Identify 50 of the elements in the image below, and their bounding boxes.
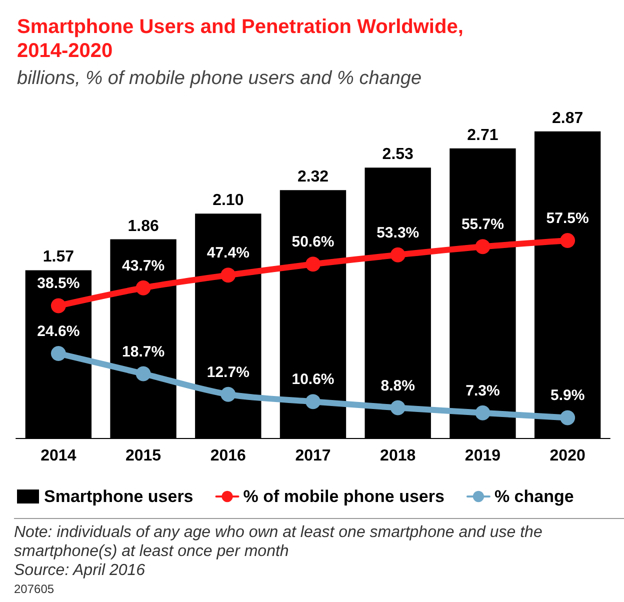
data-label: 50.6%: [292, 234, 334, 251]
point: [220, 268, 236, 283]
data-label: 55.7%: [461, 216, 504, 234]
data-label: 10.6%: [292, 371, 334, 388]
x-tick-label: 2020: [550, 448, 586, 464]
data-label: 8.8%: [380, 377, 415, 394]
data-label: 43.7%: [122, 257, 165, 274]
legend-label: % of mobile phone users: [243, 487, 444, 506]
point: [306, 256, 320, 272]
point: [50, 298, 66, 314]
point: [475, 239, 490, 254]
legend-label: Smartphone users: [44, 487, 194, 506]
point: [136, 280, 151, 296]
data-label: 53.3%: [376, 224, 420, 242]
x-tick-label: 2018: [380, 448, 416, 464]
data-label: 18.7%: [122, 343, 165, 360]
text: Note: individuals of any age who own at least one smartphone and use the smartphone(s) at least once per month: [14, 523, 544, 561]
x-tick-label: 2015: [125, 448, 162, 464]
x-tick-label: 2014: [40, 448, 76, 464]
point: [390, 247, 406, 262]
x-tick-label: 2016: [210, 448, 246, 464]
chart-subtitle: billions, % of mobile phone users and % change: [17, 68, 422, 89]
point: [50, 346, 66, 361]
data-label: 2.10: [212, 192, 244, 210]
legend-label: % change: [494, 487, 574, 506]
data-label: 47.4%: [206, 244, 250, 262]
data-label: 2.71: [467, 126, 498, 144]
data-label: 38.5%: [37, 275, 80, 292]
data-label: 57.5%: [546, 210, 589, 227]
data-label: 24.6%: [37, 322, 80, 340]
data-label: 1.86: [128, 218, 159, 235]
point: [220, 386, 236, 402]
point: [560, 410, 576, 426]
x-tick-label: 2019: [464, 448, 501, 464]
point: [136, 366, 151, 382]
source-note: Source: April 2016: [14, 561, 146, 580]
chart-title: Smartphone Users and Penetration Worldwide, 2014-2020: [17, 16, 469, 62]
point: [475, 405, 490, 420]
x-tick-label: 2017: [295, 448, 331, 464]
data-label: 2.53: [382, 146, 414, 164]
point: [390, 400, 406, 416]
text: 207605: [14, 581, 56, 598]
data-label: 2.87: [552, 110, 584, 127]
data-label: 1.57: [42, 248, 74, 266]
data-label: 12.7%: [206, 364, 250, 381]
data-label: 7.3%: [466, 382, 500, 400]
data-label: 5.9%: [550, 387, 585, 404]
data-label: 2.32: [297, 168, 329, 186]
point: [560, 232, 576, 248]
point: [306, 394, 320, 410]
